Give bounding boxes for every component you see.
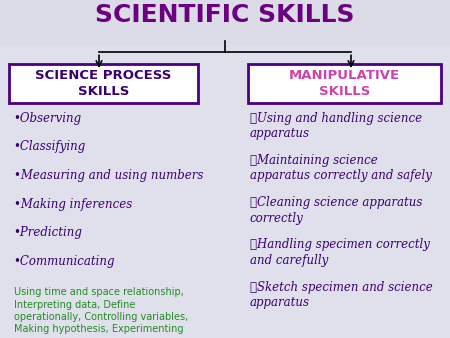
Text: ✓Handling specimen correctly
and carefully: ✓Handling specimen correctly and careful… (250, 238, 430, 267)
Text: •Communicating: •Communicating (14, 255, 115, 268)
FancyBboxPatch shape (9, 64, 198, 103)
Text: ✓Cleaning science apparatus
correctly: ✓Cleaning science apparatus correctly (250, 196, 422, 224)
FancyBboxPatch shape (0, 0, 450, 47)
Text: Using time and space relationship,
Interpreting data, Define
operationally, Cont: Using time and space relationship, Inter… (14, 287, 188, 335)
Text: •Observing: •Observing (14, 112, 81, 124)
Text: •Measuring and using numbers: •Measuring and using numbers (14, 169, 203, 182)
Text: •Classifying: •Classifying (14, 140, 86, 153)
Text: SCIENTIFIC SKILLS: SCIENTIFIC SKILLS (95, 3, 355, 27)
Text: SCIENCE PROCESS
SKILLS: SCIENCE PROCESS SKILLS (35, 69, 172, 98)
Text: ✓Using and handling science
apparatus: ✓Using and handling science apparatus (250, 112, 422, 140)
Text: •Predicting: •Predicting (14, 226, 82, 239)
Text: •Making inferences: •Making inferences (14, 198, 132, 211)
Text: ✓Sketch specimen and science
apparatus: ✓Sketch specimen and science apparatus (250, 281, 432, 309)
Text: ✓Maintaining science
apparatus correctly and safely: ✓Maintaining science apparatus correctly… (250, 154, 432, 182)
Text: MANIPULATIVE
SKILLS: MANIPULATIVE SKILLS (289, 69, 400, 98)
FancyBboxPatch shape (248, 64, 441, 103)
